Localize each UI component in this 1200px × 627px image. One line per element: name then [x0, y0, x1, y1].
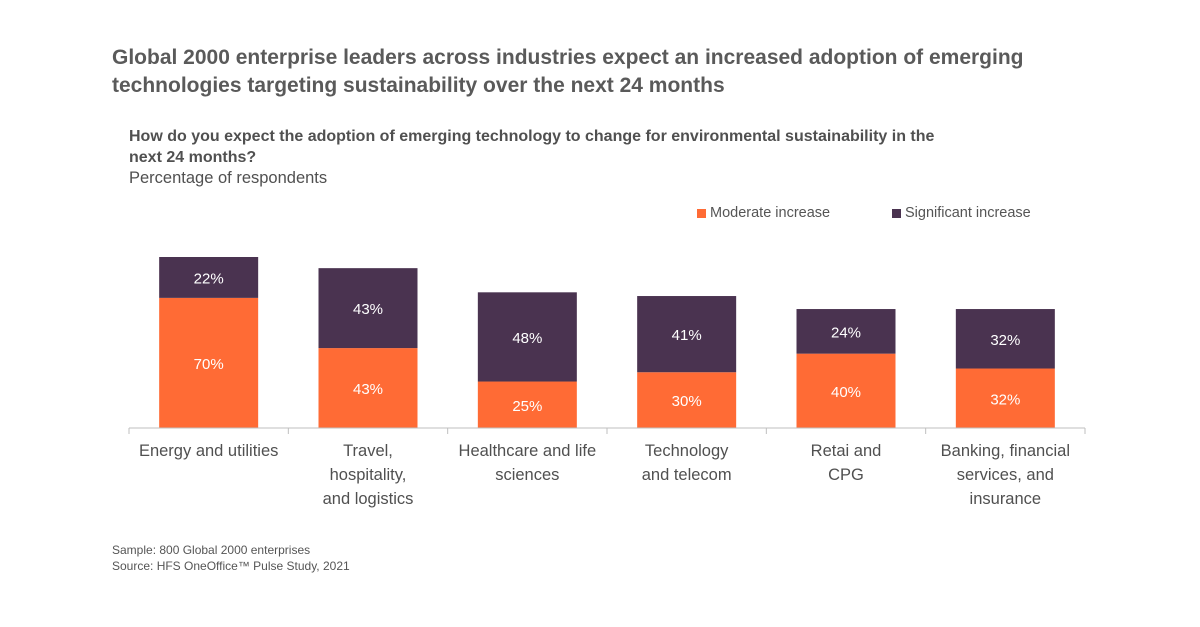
data-label-moderate: 30%	[672, 393, 702, 410]
data-label-significant: 41%	[672, 327, 702, 344]
legend-label-significant: Significant increase	[905, 205, 1031, 221]
bar-significant	[637, 296, 737, 373]
data-label-significant: 32%	[990, 332, 1020, 349]
survey-question: How do you expect the adoption of emergi…	[129, 128, 935, 166]
data-label-moderate: 70%	[194, 356, 224, 373]
bar-significant	[159, 257, 259, 298]
category-label: Banking, financial	[941, 442, 1070, 460]
unit-label: Percentage of respondents	[129, 169, 328, 187]
category-label: sciences	[495, 466, 559, 484]
footer: Sample: 800 Global 2000 enterprises Sour…	[112, 542, 350, 574]
legend-label-moderate: Moderate increase	[710, 205, 831, 221]
category-label: CPG	[828, 466, 864, 484]
bar-significant	[318, 268, 418, 349]
bar-moderate	[477, 381, 577, 428]
category-label: Technology	[645, 442, 729, 460]
bar-moderate	[796, 353, 896, 428]
sample-note: Sample: 800 Global 2000 enterprises	[112, 543, 311, 557]
bar-significant	[955, 309, 1055, 369]
category-label: Travel,	[343, 442, 393, 460]
bar-significant	[796, 309, 896, 354]
data-label-moderate: 40%	[831, 384, 861, 401]
bar-moderate	[159, 297, 259, 428]
bar-moderate	[637, 372, 737, 428]
category-label: hospitality,	[330, 466, 407, 484]
category-label: Energy and utilities	[139, 442, 278, 460]
legend-swatch-significant	[892, 208, 901, 218]
legend-item-significant: Significant increase	[892, 205, 1031, 221]
headline: Global 2000 enterprise leaders across in…	[112, 46, 1024, 97]
data-label-significant: 48%	[512, 330, 542, 347]
data-label-significant: 22%	[194, 270, 224, 287]
category-label: insurance	[970, 490, 1042, 508]
data-label-moderate: 43%	[353, 381, 383, 398]
legend-item-moderate: Moderate increase	[697, 205, 830, 221]
category-label: Retai and	[811, 442, 882, 460]
category-label: services, and	[957, 466, 1054, 484]
bar-moderate	[318, 348, 418, 428]
data-label-significant: 24%	[831, 324, 861, 341]
source-note: Source: HFS OneOffice™ Pulse Study, 2021	[112, 559, 350, 573]
category-label: Healthcare and life	[459, 442, 597, 460]
data-label-significant: 43%	[353, 301, 383, 318]
data-label-moderate: 25%	[512, 398, 542, 415]
legend: Moderate increase Significant increase	[0, 205, 1200, 225]
data-label-moderate: 32%	[990, 391, 1020, 408]
category-label: and telecom	[642, 466, 732, 484]
bar-significant	[477, 292, 577, 382]
category-label: and logistics	[323, 490, 414, 508]
bar-moderate	[955, 368, 1055, 428]
legend-swatch-moderate	[697, 208, 706, 218]
